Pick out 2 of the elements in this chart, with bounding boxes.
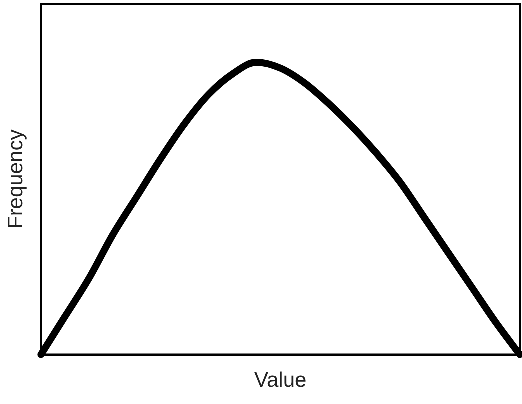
- y-axis-title: Frequency: [4, 129, 28, 230]
- x-axis-title: Value: [254, 369, 307, 392]
